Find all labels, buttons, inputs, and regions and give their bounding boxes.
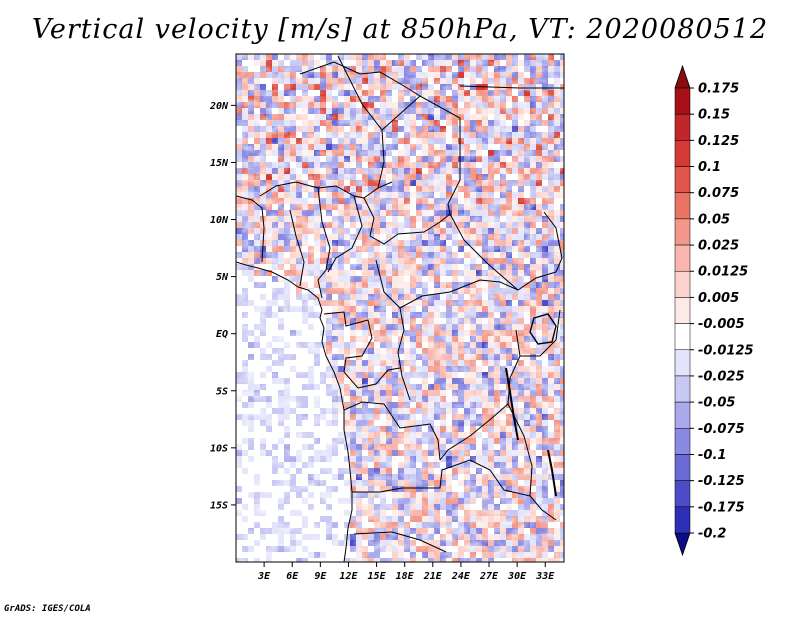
border-line: [299, 61, 421, 97]
border-line: [397, 307, 411, 401]
colorbar: 0.175 0.15 0.125 0.1 0.075 0.05 0.025 0.0125 0.0…: [674, 64, 754, 557]
border-line: [543, 211, 563, 273]
border-line: [352, 459, 531, 497]
border-line: [449, 213, 557, 291]
colorbar-label: 0.175: [698, 82, 739, 97]
lat-tick-label: 10S: [210, 443, 228, 454]
border-line: [520, 309, 561, 357]
border-line: [439, 329, 521, 461]
lon-tick-label: 33E: [535, 571, 555, 582]
colorbar-bin: [674, 244, 691, 272]
longitude-axis: 3E 6E 9E 12E 15E 18E 21E 24E 27E 30E 33E: [257, 562, 555, 582]
border-line: [353, 531, 447, 553]
border-line: [375, 259, 519, 309]
map-title: Vertical velocity [m/s] at 850hPa, VT: 2…: [31, 14, 769, 45]
border-line: [236, 195, 265, 263]
border-line: [323, 311, 401, 389]
colorbar-bin: [674, 113, 691, 141]
colorbar-label: -0.2: [698, 527, 726, 542]
colorbar-label: 0.025: [698, 239, 739, 254]
colorbar-label: -0.175: [698, 500, 745, 515]
lon-tick-label: 30E: [507, 571, 527, 582]
lon-tick-label: 18E: [396, 571, 415, 582]
border-line: [343, 401, 441, 461]
lon-tick-label: 3E: [257, 571, 271, 582]
lon-tick-label: 12E: [339, 571, 358, 582]
colorbar-label: 0.005: [698, 291, 739, 306]
border-line: [259, 181, 393, 199]
colorbar-label: -0.025: [698, 369, 745, 384]
lake-malawi: [547, 449, 557, 497]
lon-tick-label: 24E: [451, 571, 471, 582]
latitude-axis: 20N 15N 10N 5N EQ 5S 10S 15S: [209, 101, 236, 511]
lat-tick-label: 10N: [210, 215, 229, 226]
colorbar-label: 0.075: [698, 186, 739, 201]
colorbar-label: -0.05: [698, 396, 735, 411]
lake-tanganyika: [505, 367, 519, 441]
lon-tick-label: 21E: [423, 571, 443, 582]
colorbar-bin: [674, 401, 691, 429]
border-line: [363, 197, 451, 245]
lon-tick-label: 9E: [314, 571, 327, 582]
lon-tick-label: 6E: [286, 571, 299, 582]
colorbar-top-arrow: [674, 64, 691, 89]
lat-tick-label: EQ: [216, 329, 228, 340]
colorbar-label: 0.15: [698, 108, 730, 123]
colorbar-bin: [674, 480, 691, 508]
lat-tick-label: 15N: [210, 158, 229, 169]
colorbar-bottom-arrow: [674, 532, 691, 557]
colorbar-bin: [674, 218, 691, 246]
colorbar-bin: [674, 349, 691, 377]
coastline: [236, 261, 353, 562]
lon-tick-label: 15E: [368, 571, 387, 582]
borders-coastlines: [236, 55, 564, 562]
colorbar-label: -0.075: [698, 422, 745, 437]
lat-tick-label: 15S: [210, 500, 228, 511]
colorbar-bin: [674, 192, 691, 220]
border-line: [337, 55, 385, 189]
footer-credit: GrADS: IGES/COLA: [4, 604, 91, 614]
colorbar-label: -0.125: [698, 474, 745, 489]
colorbar-bin: [674, 375, 691, 403]
plot-frame: [235, 53, 565, 563]
lon-tick-label: 27E: [479, 571, 499, 582]
border-line: [381, 95, 461, 215]
colorbar-bin: [674, 323, 691, 351]
lat-tick-label: 5S: [216, 386, 228, 397]
colorbar-label: 0.125: [698, 134, 739, 149]
colorbar-bin: [674, 454, 691, 481]
border-line: [317, 187, 331, 299]
colorbar-label: 0.05: [698, 212, 730, 227]
colorbar-label: -0.005: [698, 317, 745, 332]
lat-tick-label: 5N: [216, 272, 229, 283]
border-line: [327, 195, 363, 273]
lat-tick-label: 20N: [209, 101, 229, 112]
colorbar-bin: [674, 428, 691, 455]
lake-victoria: [529, 313, 557, 345]
colorbar-bin: [674, 297, 691, 324]
colorbar-label: -0.1: [698, 448, 726, 463]
border-line: [507, 403, 557, 521]
colorbar-bin: [674, 270, 691, 298]
border-line: [459, 85, 564, 89]
colorbar-label: 0.0125: [698, 265, 748, 280]
border-line: [289, 209, 305, 287]
colorbar-bin: [674, 140, 691, 167]
colorbar-bin: [674, 87, 691, 115]
colorbar-label: 0.1: [698, 160, 721, 175]
colorbar-label: -0.0125: [698, 343, 754, 358]
colorbar-bin: [674, 506, 691, 534]
colorbar-bin: [674, 166, 691, 193]
